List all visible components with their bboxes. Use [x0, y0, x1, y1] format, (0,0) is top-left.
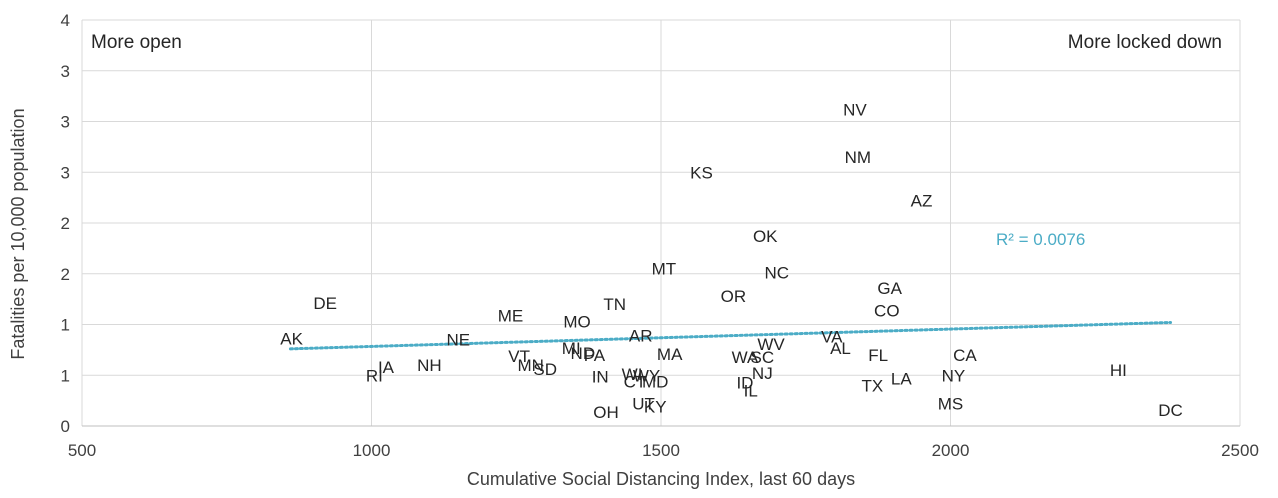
data-point-nd: ND	[571, 344, 596, 363]
data-point-mn: MN	[517, 356, 543, 375]
x-axis-title: Cumulative Social Distancing Index, last…	[467, 469, 855, 489]
data-point-ok: OK	[753, 227, 778, 246]
y-tick-label: 2	[61, 265, 70, 284]
data-point-ct: CT	[624, 372, 647, 391]
data-point-ky: KY	[644, 398, 667, 417]
data-point-ks: KS	[690, 163, 713, 182]
data-point-dc: DC	[1158, 401, 1183, 420]
data-point-id: ID	[736, 373, 753, 392]
data-point-ma: MA	[657, 345, 683, 364]
data-point-tn: TN	[603, 295, 626, 314]
data-point-mi: MI	[562, 339, 581, 358]
r-squared-label: R² = 0.0076	[996, 230, 1085, 249]
data-point-ms: MS	[938, 395, 964, 414]
grid-layer	[81, 19, 1241, 427]
y-tick-label: 1	[61, 316, 70, 335]
data-point-wa: WA	[732, 348, 759, 367]
data-point-az: AZ	[911, 192, 933, 211]
data-point-va: VA	[821, 328, 843, 347]
data-point-de: DE	[313, 294, 337, 313]
data-point-ut: UT	[632, 395, 655, 414]
data-point-nj: NJ	[752, 364, 773, 383]
tick-labels-layer: 0 1 1 2 2 3 3 3 4 500 1000 1500 2000 2500	[61, 11, 1259, 460]
x-tick-label: 2000	[932, 441, 970, 460]
data-point-il: IL	[744, 381, 758, 400]
x-tick-label: 1500	[642, 441, 680, 460]
y-tick-label: 3	[61, 62, 70, 81]
data-point-co: CO	[874, 301, 900, 320]
annotation-more-open: More open	[91, 32, 182, 53]
data-point-nv: NV	[843, 100, 867, 119]
trendline	[288, 320, 1173, 351]
data-point-ca: CA	[953, 346, 977, 365]
data-point-pa: PA	[584, 346, 606, 365]
data-point-ny: NY	[942, 366, 966, 385]
y-tick-label: 1	[61, 366, 70, 385]
trendline-layer: R² = 0.0076	[288, 230, 1173, 351]
data-point-sc: SC	[751, 348, 775, 367]
data-point-ia: IA	[378, 358, 395, 377]
data-point-or: OR	[721, 287, 747, 306]
data-point-mt: MT	[652, 260, 677, 279]
data-point-ak: AK	[280, 330, 303, 349]
x-tick-label: 2500	[1221, 441, 1259, 460]
data-point-nc: NC	[765, 264, 790, 283]
data-point-wy: WY	[633, 366, 660, 385]
data-point-hi: HI	[1110, 361, 1127, 380]
x-tick-label: 1000	[353, 441, 391, 460]
data-point-fl: FL	[868, 346, 888, 365]
data-point-al: AL	[830, 339, 851, 358]
y-tick-label: 2	[61, 214, 70, 233]
annotation-more-locked-down: More locked down	[1068, 32, 1222, 53]
data-point-nm: NM	[845, 148, 871, 167]
data-point-tx: TX	[861, 376, 883, 395]
data-point-la: LA	[891, 369, 912, 388]
data-point-ga: GA	[877, 279, 902, 298]
data-point-in: IN	[592, 367, 609, 386]
x-tick-label: 500	[68, 441, 96, 460]
y-tick-label: 3	[61, 163, 70, 182]
data-point-ne: NE	[447, 331, 471, 350]
data-point-ar: AR	[629, 327, 653, 346]
data-point-oh: OH	[593, 403, 619, 422]
y-axis-title: Fatalities per 10,000 population	[8, 108, 28, 359]
y-tick-label: 3	[61, 113, 70, 132]
data-point-vt: VT	[508, 347, 530, 366]
data-point-md: MD	[642, 372, 668, 391]
data-point-ri: RI	[366, 366, 383, 385]
data-point-sd: SD	[533, 360, 557, 379]
data-point-wi: WI	[622, 365, 643, 384]
data-point-wv: WV	[757, 335, 785, 354]
y-tick-label: 4	[61, 11, 70, 30]
y-tick-label: 0	[61, 417, 70, 436]
data-point-mo: MO	[563, 312, 590, 331]
data-point-nh: NH	[417, 356, 442, 375]
data-point-me: ME	[498, 306, 524, 325]
